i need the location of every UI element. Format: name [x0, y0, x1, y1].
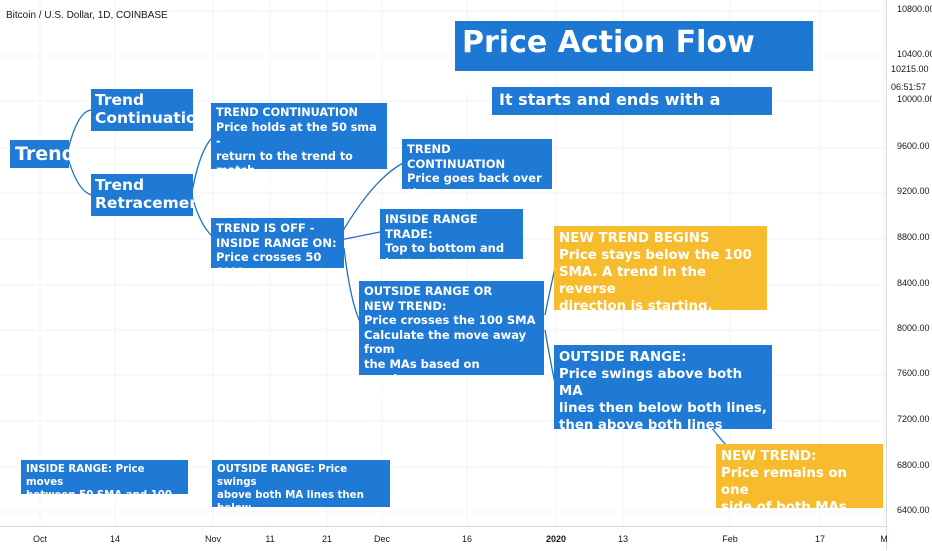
time-tick: Feb	[722, 534, 738, 544]
price-tick: 8000.00	[897, 323, 930, 333]
price-tick: 7200.00	[897, 414, 930, 424]
time-tick: Oct	[32, 534, 48, 544]
price-tick: 10000.00	[897, 94, 932, 104]
countdown-label: 06:51:57	[889, 82, 929, 92]
time-tick: 11	[265, 534, 275, 544]
price-tick: 7600.00	[897, 368, 930, 378]
time-tick: Nov	[204, 534, 222, 544]
node-continuation-50: TREND CONTINUATION Price holds at the 50…	[211, 103, 387, 192]
node-new-trend-begins: NEW TREND BEGINS Price stays below the 1…	[554, 226, 767, 314]
symbol-header: Bitcoin / U.S. Dollar, 1D, COINBASE	[6, 10, 168, 21]
node-trend-retracement: Trend Retracement	[91, 174, 208, 216]
last-price-label: 10215.00	[889, 64, 931, 74]
time-tick: Dec	[373, 534, 391, 544]
legend-inside-range: INSIDE RANGE: Price moves between 50 SMA…	[21, 460, 188, 514]
time-tick: 13	[617, 534, 629, 544]
legend-outside-range: OUTSIDE RANGE: Price swings above both M…	[212, 460, 390, 540]
time-tick: 2020	[545, 534, 567, 544]
node-trend-off: TREND IS OFF - INSIDE RANGE ON: Price cr…	[211, 218, 344, 279]
time-tick: 17	[814, 534, 826, 544]
price-tick: 6400.00	[897, 505, 930, 515]
time-axis[interactable]: Oct 14 Nov 11 21 Dec 16 2020 13 Feb 17 M	[0, 526, 888, 551]
node-new-trend: NEW TREND: Price remains on one side of …	[716, 444, 883, 515]
node-inside-trade: INSIDE RANGE TRADE: Top to bottom and bo…	[380, 209, 523, 270]
node-outside-range: OUTSIDE RANGE: Price swings above both M…	[554, 345, 772, 433]
node-trend: Trend	[10, 140, 75, 168]
price-tick: 9200.00	[897, 186, 930, 196]
price-tick: 8400.00	[897, 278, 930, 288]
node-outside-or-new: OUTSIDE RANGE OR NEW TREND: Price crosse…	[359, 281, 544, 400]
price-tick: 9600.00	[897, 141, 930, 151]
flowchart-subtitle: It starts and ends with a trend	[492, 87, 772, 131]
price-tick: 6800.00	[897, 460, 930, 470]
node-continuation-back: TREND CONTINUATION Price goes back over …	[402, 139, 552, 229]
time-tick: M	[880, 534, 888, 544]
flowchart-title: Price Action Flow Chart	[455, 21, 813, 104]
time-tick: 14	[109, 534, 121, 544]
price-tick: 8800.00	[897, 232, 930, 242]
time-tick: 21	[321, 534, 333, 544]
price-tick: 10800.00	[897, 4, 932, 14]
time-tick: 16	[461, 534, 473, 544]
price-tick: 10400.00	[897, 49, 932, 59]
node-trend-continuation: Trend Continuation	[91, 89, 208, 131]
